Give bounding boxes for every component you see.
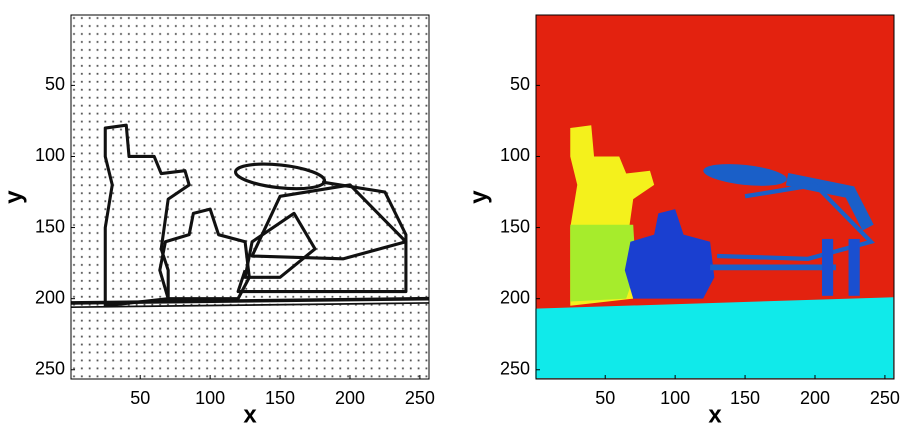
y-axis-label: y: [465, 190, 492, 204]
x-tick-label: 250: [870, 388, 900, 408]
y-tick-label: 150: [35, 216, 65, 236]
image: [71, 15, 429, 379]
x-tick-label: 250: [405, 388, 435, 408]
y-tick-label: 100: [35, 145, 65, 165]
x-tick-label: 150: [730, 388, 760, 408]
segment: [570, 225, 636, 302]
figure: 50 100 150 200 250 50 100 150 200 250 x y 50 100 150 20…: [0, 0, 910, 423]
x-tick-label: 50: [130, 388, 150, 408]
x-axis-label: x: [243, 401, 257, 423]
x-axis-label: x: [708, 401, 722, 423]
segment: [849, 239, 860, 296]
y-axis-label: y: [0, 190, 27, 204]
x-tick-label: 50: [595, 388, 615, 408]
y-tick-label: 150: [500, 216, 530, 236]
y-tick-label: 250: [500, 359, 530, 379]
x-tick-label: 150: [265, 388, 295, 408]
image: [535, 15, 894, 379]
x-tick-label: 200: [335, 388, 365, 408]
y-tick-label: 200: [35, 287, 65, 307]
y-tick-label: 50: [45, 74, 65, 94]
x-tick-label: 100: [195, 388, 225, 408]
x-tick-label: 100: [660, 388, 690, 408]
y-tick-label: 50: [510, 74, 530, 94]
segment: [535, 297, 893, 378]
y-tick-label: 250: [35, 359, 65, 379]
y-tick-label: 200: [500, 287, 530, 307]
x-tick-label: 200: [800, 388, 830, 408]
segment: [822, 239, 833, 296]
image-dots: [71, 15, 429, 379]
y-tick-label: 100: [500, 145, 530, 165]
